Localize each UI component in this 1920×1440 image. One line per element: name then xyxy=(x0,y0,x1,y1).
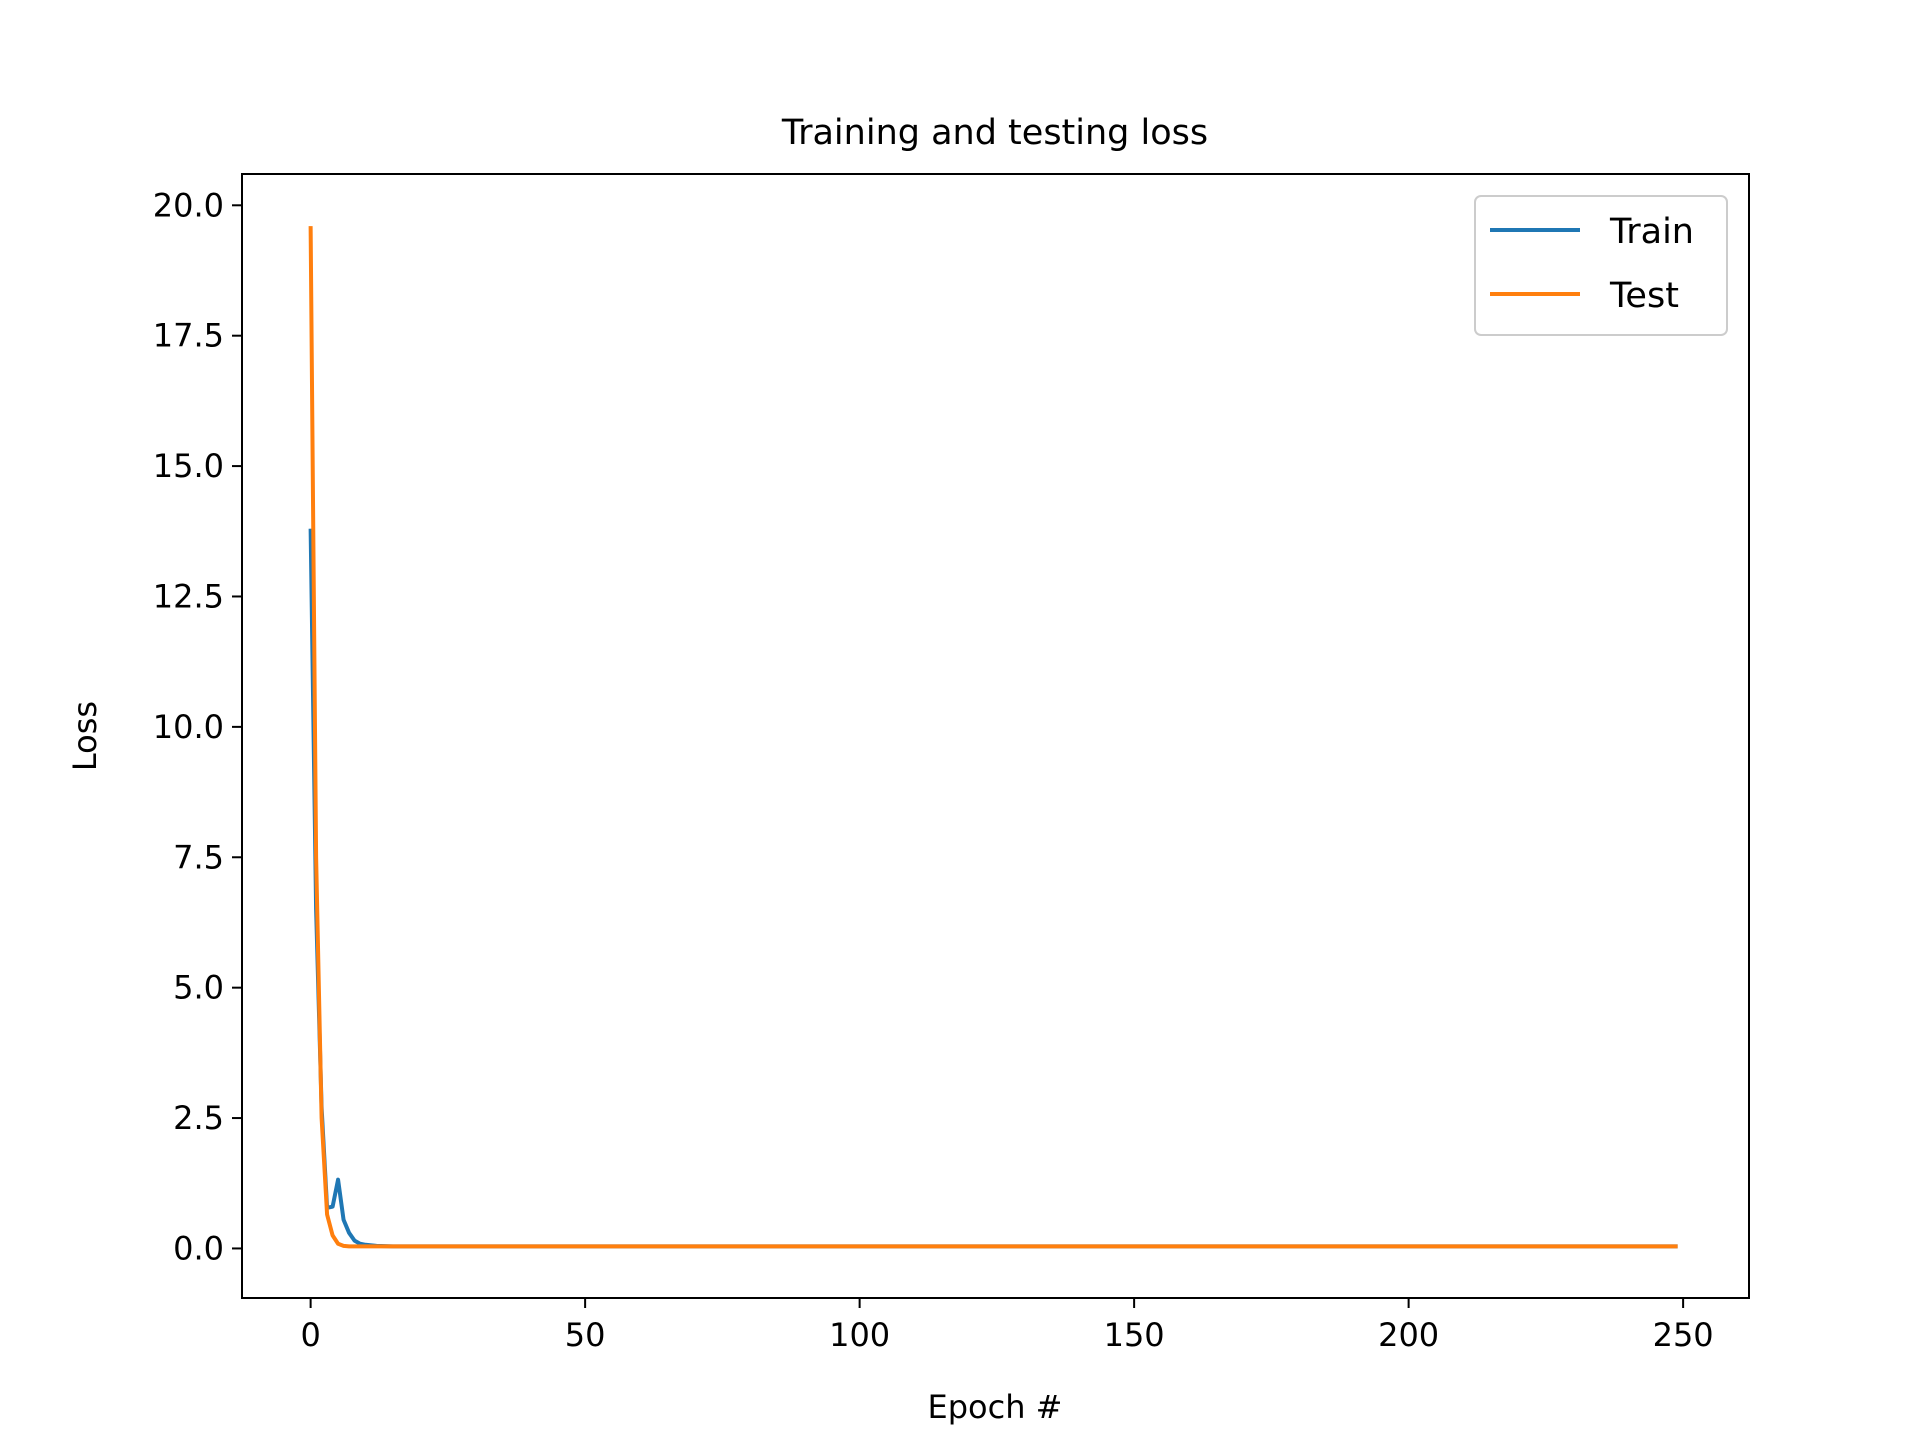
y-tick-label: 7.5 xyxy=(173,838,224,876)
y-tick-label: 20.0 xyxy=(153,186,224,224)
x-tick-label: 100 xyxy=(829,1316,890,1354)
x-tick-label: 50 xyxy=(565,1316,606,1354)
y-tick-label: 2.5 xyxy=(173,1099,224,1137)
y-tick-label: 12.5 xyxy=(153,577,224,615)
plot-frame xyxy=(241,173,1750,1299)
y-tick-label: 17.5 xyxy=(153,317,224,355)
x-tick-label: 200 xyxy=(1378,1316,1439,1354)
legend-label-test: Test xyxy=(1609,276,1679,316)
x-axis-ticks: 0 50 100 150 200 250 xyxy=(300,1298,1714,1354)
chart-title: Training and testing loss xyxy=(781,113,1208,153)
y-tick-label: 5.0 xyxy=(173,969,224,1007)
x-axis-label: Epoch # xyxy=(928,1388,1063,1426)
y-tick-label: 15.0 xyxy=(153,447,224,485)
y-tick-label: 10.0 xyxy=(153,708,224,746)
y-axis-label: Loss xyxy=(66,701,104,771)
x-tick-label: 0 xyxy=(300,1316,320,1354)
plot-lines xyxy=(308,226,1678,1249)
y-axis-ticks: 0.0 2.5 5.0 7.5 10.0 12.5 15.0 17.5 20.0 xyxy=(153,186,242,1267)
x-tick-label: 250 xyxy=(1653,1316,1714,1354)
legend-label-train: Train xyxy=(1609,212,1694,252)
legend: Train Test xyxy=(1474,195,1728,336)
series-line-test xyxy=(308,226,1678,1249)
y-tick-label: 0.0 xyxy=(173,1229,224,1267)
x-tick-label: 150 xyxy=(1104,1316,1165,1354)
